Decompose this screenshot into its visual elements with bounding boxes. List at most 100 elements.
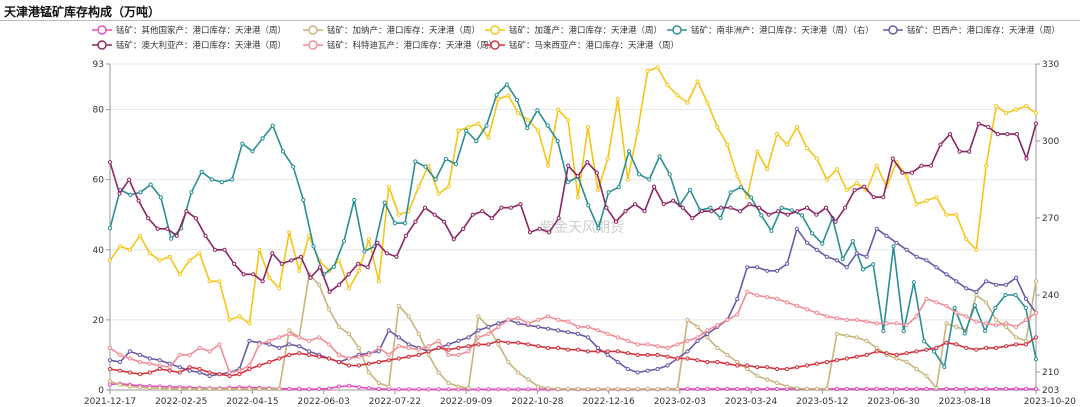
data-point — [336, 352, 342, 357]
series-line — [109, 336, 1037, 377]
data-point — [844, 265, 849, 270]
data-point — [765, 295, 770, 300]
data-point — [625, 366, 630, 372]
data-point — [331, 264, 336, 269]
data-point — [605, 352, 610, 357]
data-point — [416, 331, 421, 336]
legend-item[interactable]: 锰矿：澳大利亚产：港口库存：天津港（周） — [92, 40, 286, 51]
data-point — [615, 386, 620, 391]
data-point — [695, 324, 700, 329]
data-point — [546, 345, 551, 350]
legend-swatch-marker — [888, 25, 898, 35]
data-point — [755, 365, 760, 370]
data-point — [655, 65, 660, 70]
legend-item[interactable]: 锰矿：巴西产：港口库存：天津港（周） — [883, 25, 1060, 36]
data-point — [237, 386, 242, 391]
x-tick-label: 2022-06-03 — [298, 397, 350, 407]
data-point — [446, 342, 451, 347]
data-point — [854, 181, 859, 186]
legend-item[interactable]: 锰矿：加蓬产：港口库存：天津港（周） — [485, 25, 662, 36]
data-point — [396, 335, 401, 340]
data-point — [230, 177, 235, 182]
data-point — [814, 156, 820, 161]
data-point — [687, 187, 693, 192]
legend-item[interactable]: 锰矿：科特迪瓦产：港口库存：天津港（周） — [303, 40, 497, 51]
data-point — [994, 345, 999, 350]
legend-item[interactable]: 锰矿：其他国家产：港口库存：天津港（周） — [92, 25, 286, 36]
data-point — [814, 361, 820, 366]
data-point — [924, 296, 929, 301]
data-point — [934, 265, 939, 270]
y-left-tick-label: 0 — [98, 386, 104, 396]
data-point — [954, 310, 959, 315]
data-point — [974, 289, 979, 294]
data-point — [884, 321, 889, 326]
data-point — [1023, 104, 1029, 109]
data-point — [585, 125, 591, 130]
data-point — [376, 386, 381, 391]
data-point — [287, 386, 292, 391]
data-point — [635, 352, 640, 357]
data-point — [775, 380, 780, 386]
data-point — [765, 268, 770, 273]
data-point — [446, 184, 451, 189]
data-point — [794, 226, 800, 231]
data-point — [545, 123, 550, 128]
legend-label: 锰矿：其他国家产：港口库存：天津港（周） — [116, 25, 286, 36]
data-point — [974, 347, 979, 352]
x-tick-label: 2022-02-25 — [155, 397, 207, 407]
data-point — [177, 352, 182, 357]
data-point — [227, 370, 232, 375]
data-point — [311, 244, 316, 249]
data-point — [406, 314, 411, 319]
data-point — [924, 386, 929, 391]
data-point — [799, 213, 805, 218]
data-point — [203, 233, 208, 238]
data-point — [157, 258, 162, 263]
data-point — [785, 142, 790, 147]
data-point — [506, 317, 511, 322]
data-point — [854, 251, 859, 256]
data-point — [814, 386, 820, 391]
data-point — [984, 386, 989, 391]
series-4 — [107, 82, 1039, 369]
data-point — [665, 345, 670, 350]
data-point — [914, 254, 919, 259]
data-point — [147, 251, 152, 256]
data-point — [685, 338, 690, 343]
data-point — [117, 382, 123, 387]
data-point — [277, 356, 282, 361]
data-point — [277, 335, 282, 340]
data-point — [386, 384, 391, 389]
data-point — [984, 163, 989, 168]
data-point — [755, 373, 760, 379]
data-point — [506, 359, 511, 365]
data-point — [575, 174, 580, 179]
data-point — [555, 138, 560, 144]
data-point — [1033, 279, 1039, 284]
data-point — [854, 386, 859, 391]
data-point — [699, 209, 705, 214]
data-point — [779, 205, 784, 210]
data-point — [547, 230, 552, 235]
legend-item[interactable]: 锰矿：马来西亚产：港口库存：天津港（周） — [485, 40, 679, 51]
data-point — [911, 280, 917, 285]
legend-item[interactable]: 锰矿：南非洲产：港口库存：天津港（周）（右） — [667, 25, 874, 36]
data-point — [635, 370, 640, 375]
data-point — [250, 149, 255, 154]
data-point — [665, 386, 670, 391]
legend-swatch-marker — [308, 40, 318, 50]
data-point — [864, 319, 869, 324]
data-point — [317, 265, 323, 270]
data-point — [844, 386, 849, 391]
data-point — [546, 386, 551, 391]
data-point — [247, 386, 252, 391]
legend-item[interactable]: 锰矿：加纳产：港口库存：天津港（周） — [303, 25, 480, 36]
data-point — [137, 385, 142, 390]
data-point — [749, 195, 754, 200]
data-point — [623, 209, 628, 214]
data-point — [645, 342, 650, 347]
data-point — [775, 386, 780, 391]
data-point — [914, 366, 919, 372]
data-point — [725, 386, 730, 391]
